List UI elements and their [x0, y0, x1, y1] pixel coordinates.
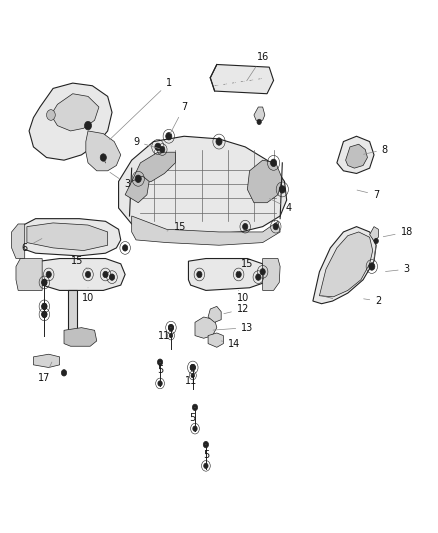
Circle shape: [260, 269, 265, 275]
Circle shape: [100, 154, 106, 161]
Text: 3: 3: [385, 264, 410, 274]
Text: 1: 1: [110, 78, 172, 140]
Circle shape: [46, 271, 51, 278]
Polygon shape: [370, 227, 378, 241]
Circle shape: [271, 159, 277, 166]
Polygon shape: [263, 259, 280, 290]
Polygon shape: [313, 227, 376, 304]
Circle shape: [42, 279, 47, 286]
Text: 14: 14: [221, 338, 240, 349]
Polygon shape: [125, 176, 149, 203]
Circle shape: [42, 311, 47, 318]
Circle shape: [103, 271, 108, 278]
Text: 4: 4: [269, 199, 292, 213]
Circle shape: [279, 185, 286, 193]
Circle shape: [190, 365, 195, 370]
Circle shape: [216, 138, 222, 146]
Text: 7: 7: [170, 102, 187, 134]
Circle shape: [204, 463, 208, 469]
Circle shape: [191, 373, 194, 377]
Polygon shape: [208, 306, 221, 322]
Text: 15: 15: [167, 222, 186, 232]
Text: 7: 7: [357, 190, 379, 200]
Circle shape: [159, 147, 165, 153]
Circle shape: [157, 359, 162, 366]
Text: 6: 6: [21, 239, 42, 253]
Circle shape: [42, 303, 47, 310]
Polygon shape: [16, 259, 42, 290]
Circle shape: [155, 143, 161, 151]
Text: 12: 12: [224, 304, 249, 314]
Circle shape: [168, 325, 173, 331]
Circle shape: [257, 119, 261, 125]
Text: 11: 11: [158, 328, 171, 341]
Text: 10: 10: [82, 288, 94, 303]
Polygon shape: [64, 328, 97, 346]
Text: 9: 9: [133, 136, 159, 149]
Polygon shape: [27, 223, 108, 251]
Polygon shape: [210, 64, 274, 94]
Text: 11: 11: [184, 370, 197, 386]
Polygon shape: [247, 160, 283, 203]
Text: 3: 3: [110, 172, 131, 189]
Circle shape: [42, 303, 47, 310]
Circle shape: [192, 404, 198, 410]
Polygon shape: [119, 136, 287, 235]
Text: 15: 15: [239, 259, 254, 272]
Circle shape: [190, 365, 195, 370]
Polygon shape: [188, 259, 267, 290]
Circle shape: [168, 325, 173, 331]
Circle shape: [236, 271, 241, 278]
Circle shape: [158, 381, 162, 386]
Polygon shape: [346, 144, 367, 168]
Circle shape: [169, 334, 173, 338]
Circle shape: [369, 263, 375, 270]
Polygon shape: [40, 259, 125, 290]
Circle shape: [85, 271, 91, 278]
Polygon shape: [86, 131, 121, 171]
Polygon shape: [132, 152, 175, 184]
Polygon shape: [33, 354, 60, 368]
Polygon shape: [29, 83, 112, 160]
Circle shape: [203, 441, 208, 448]
Text: 5: 5: [203, 445, 209, 460]
Text: 15: 15: [71, 256, 88, 269]
Polygon shape: [68, 290, 77, 341]
Circle shape: [110, 274, 115, 280]
Text: 10: 10: [237, 290, 249, 303]
Text: 17: 17: [38, 362, 52, 383]
Circle shape: [256, 274, 261, 280]
Circle shape: [374, 238, 378, 244]
Circle shape: [193, 426, 197, 431]
Circle shape: [197, 271, 202, 278]
Text: 18: 18: [383, 227, 413, 237]
Circle shape: [123, 245, 128, 251]
Polygon shape: [51, 94, 99, 131]
Circle shape: [85, 122, 92, 130]
Circle shape: [42, 279, 47, 286]
Polygon shape: [254, 107, 265, 120]
Polygon shape: [132, 216, 280, 245]
Circle shape: [135, 175, 141, 182]
Polygon shape: [12, 224, 25, 259]
Polygon shape: [18, 219, 121, 256]
Circle shape: [61, 369, 67, 376]
Polygon shape: [337, 136, 374, 173]
Circle shape: [273, 223, 279, 230]
Circle shape: [166, 133, 172, 140]
Polygon shape: [195, 317, 217, 338]
Text: 8: 8: [364, 144, 388, 155]
Circle shape: [243, 223, 248, 230]
Text: 16: 16: [247, 52, 269, 81]
Circle shape: [46, 110, 55, 120]
Polygon shape: [319, 232, 373, 297]
Text: 13: 13: [213, 322, 254, 333]
Text: 5: 5: [157, 362, 163, 375]
Polygon shape: [208, 333, 223, 348]
Text: 5: 5: [190, 407, 196, 423]
Circle shape: [42, 311, 47, 318]
Text: 2: 2: [364, 296, 381, 306]
